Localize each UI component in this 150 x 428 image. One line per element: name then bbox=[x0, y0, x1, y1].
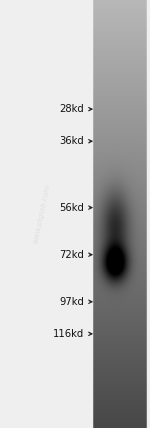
Text: 36kd: 36kd bbox=[59, 136, 84, 146]
Text: 116kd: 116kd bbox=[53, 329, 84, 339]
Text: 28kd: 28kd bbox=[59, 104, 84, 114]
Text: 97kd: 97kd bbox=[59, 297, 84, 307]
Text: www.ptglab.com: www.ptglab.com bbox=[33, 184, 51, 244]
Text: 72kd: 72kd bbox=[59, 250, 84, 260]
Text: 56kd: 56kd bbox=[59, 202, 84, 213]
